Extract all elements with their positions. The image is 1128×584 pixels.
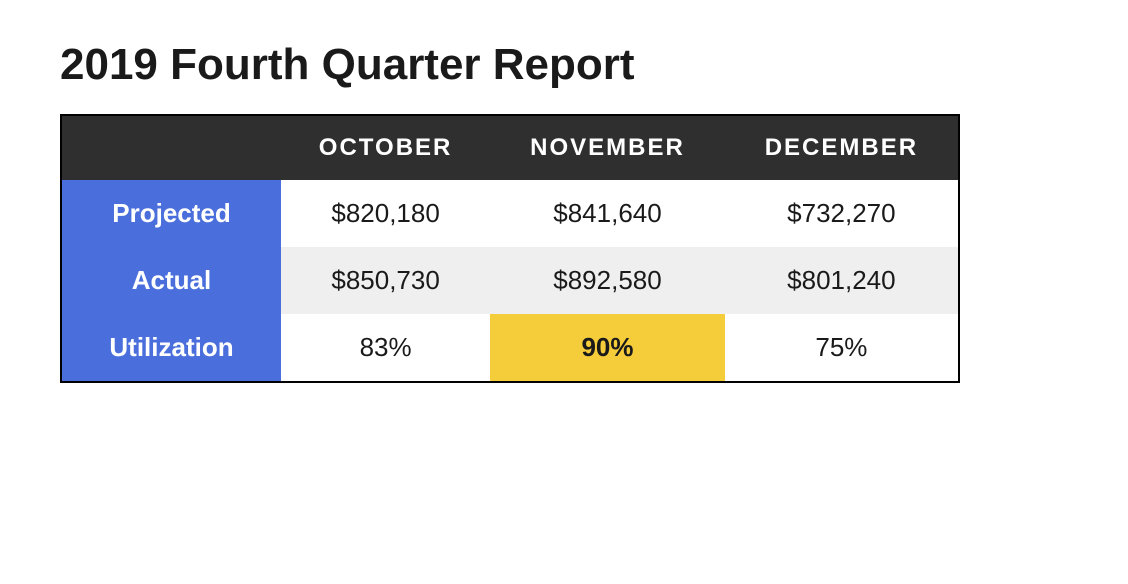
cell-value-highlight: 90%: [490, 314, 725, 382]
header-corner-cell: [61, 115, 281, 180]
quarter-report-table: OCTOBER NOVEMBER DECEMBER Projected $820…: [60, 114, 960, 383]
cell-value: $892,580: [490, 247, 725, 314]
cell-value: 75%: [725, 314, 959, 382]
column-header: OCTOBER: [281, 115, 490, 180]
cell-value: $841,640: [490, 180, 725, 247]
cell-value: $850,730: [281, 247, 490, 314]
cell-value: $801,240: [725, 247, 959, 314]
column-header: DECEMBER: [725, 115, 959, 180]
row-label: Utilization: [61, 314, 281, 382]
cell-value: $732,270: [725, 180, 959, 247]
cell-value: 83%: [281, 314, 490, 382]
table-row: Projected $820,180 $841,640 $732,270: [61, 180, 959, 247]
table-row: Utilization 83% 90% 75%: [61, 314, 959, 382]
column-header: NOVEMBER: [490, 115, 725, 180]
page-title: 2019 Fourth Quarter Report: [60, 40, 1068, 90]
row-label: Projected: [61, 180, 281, 247]
cell-value: $820,180: [281, 180, 490, 247]
table-header-row: OCTOBER NOVEMBER DECEMBER: [61, 115, 959, 180]
table-row: Actual $850,730 $892,580 $801,240: [61, 247, 959, 314]
row-label: Actual: [61, 247, 281, 314]
